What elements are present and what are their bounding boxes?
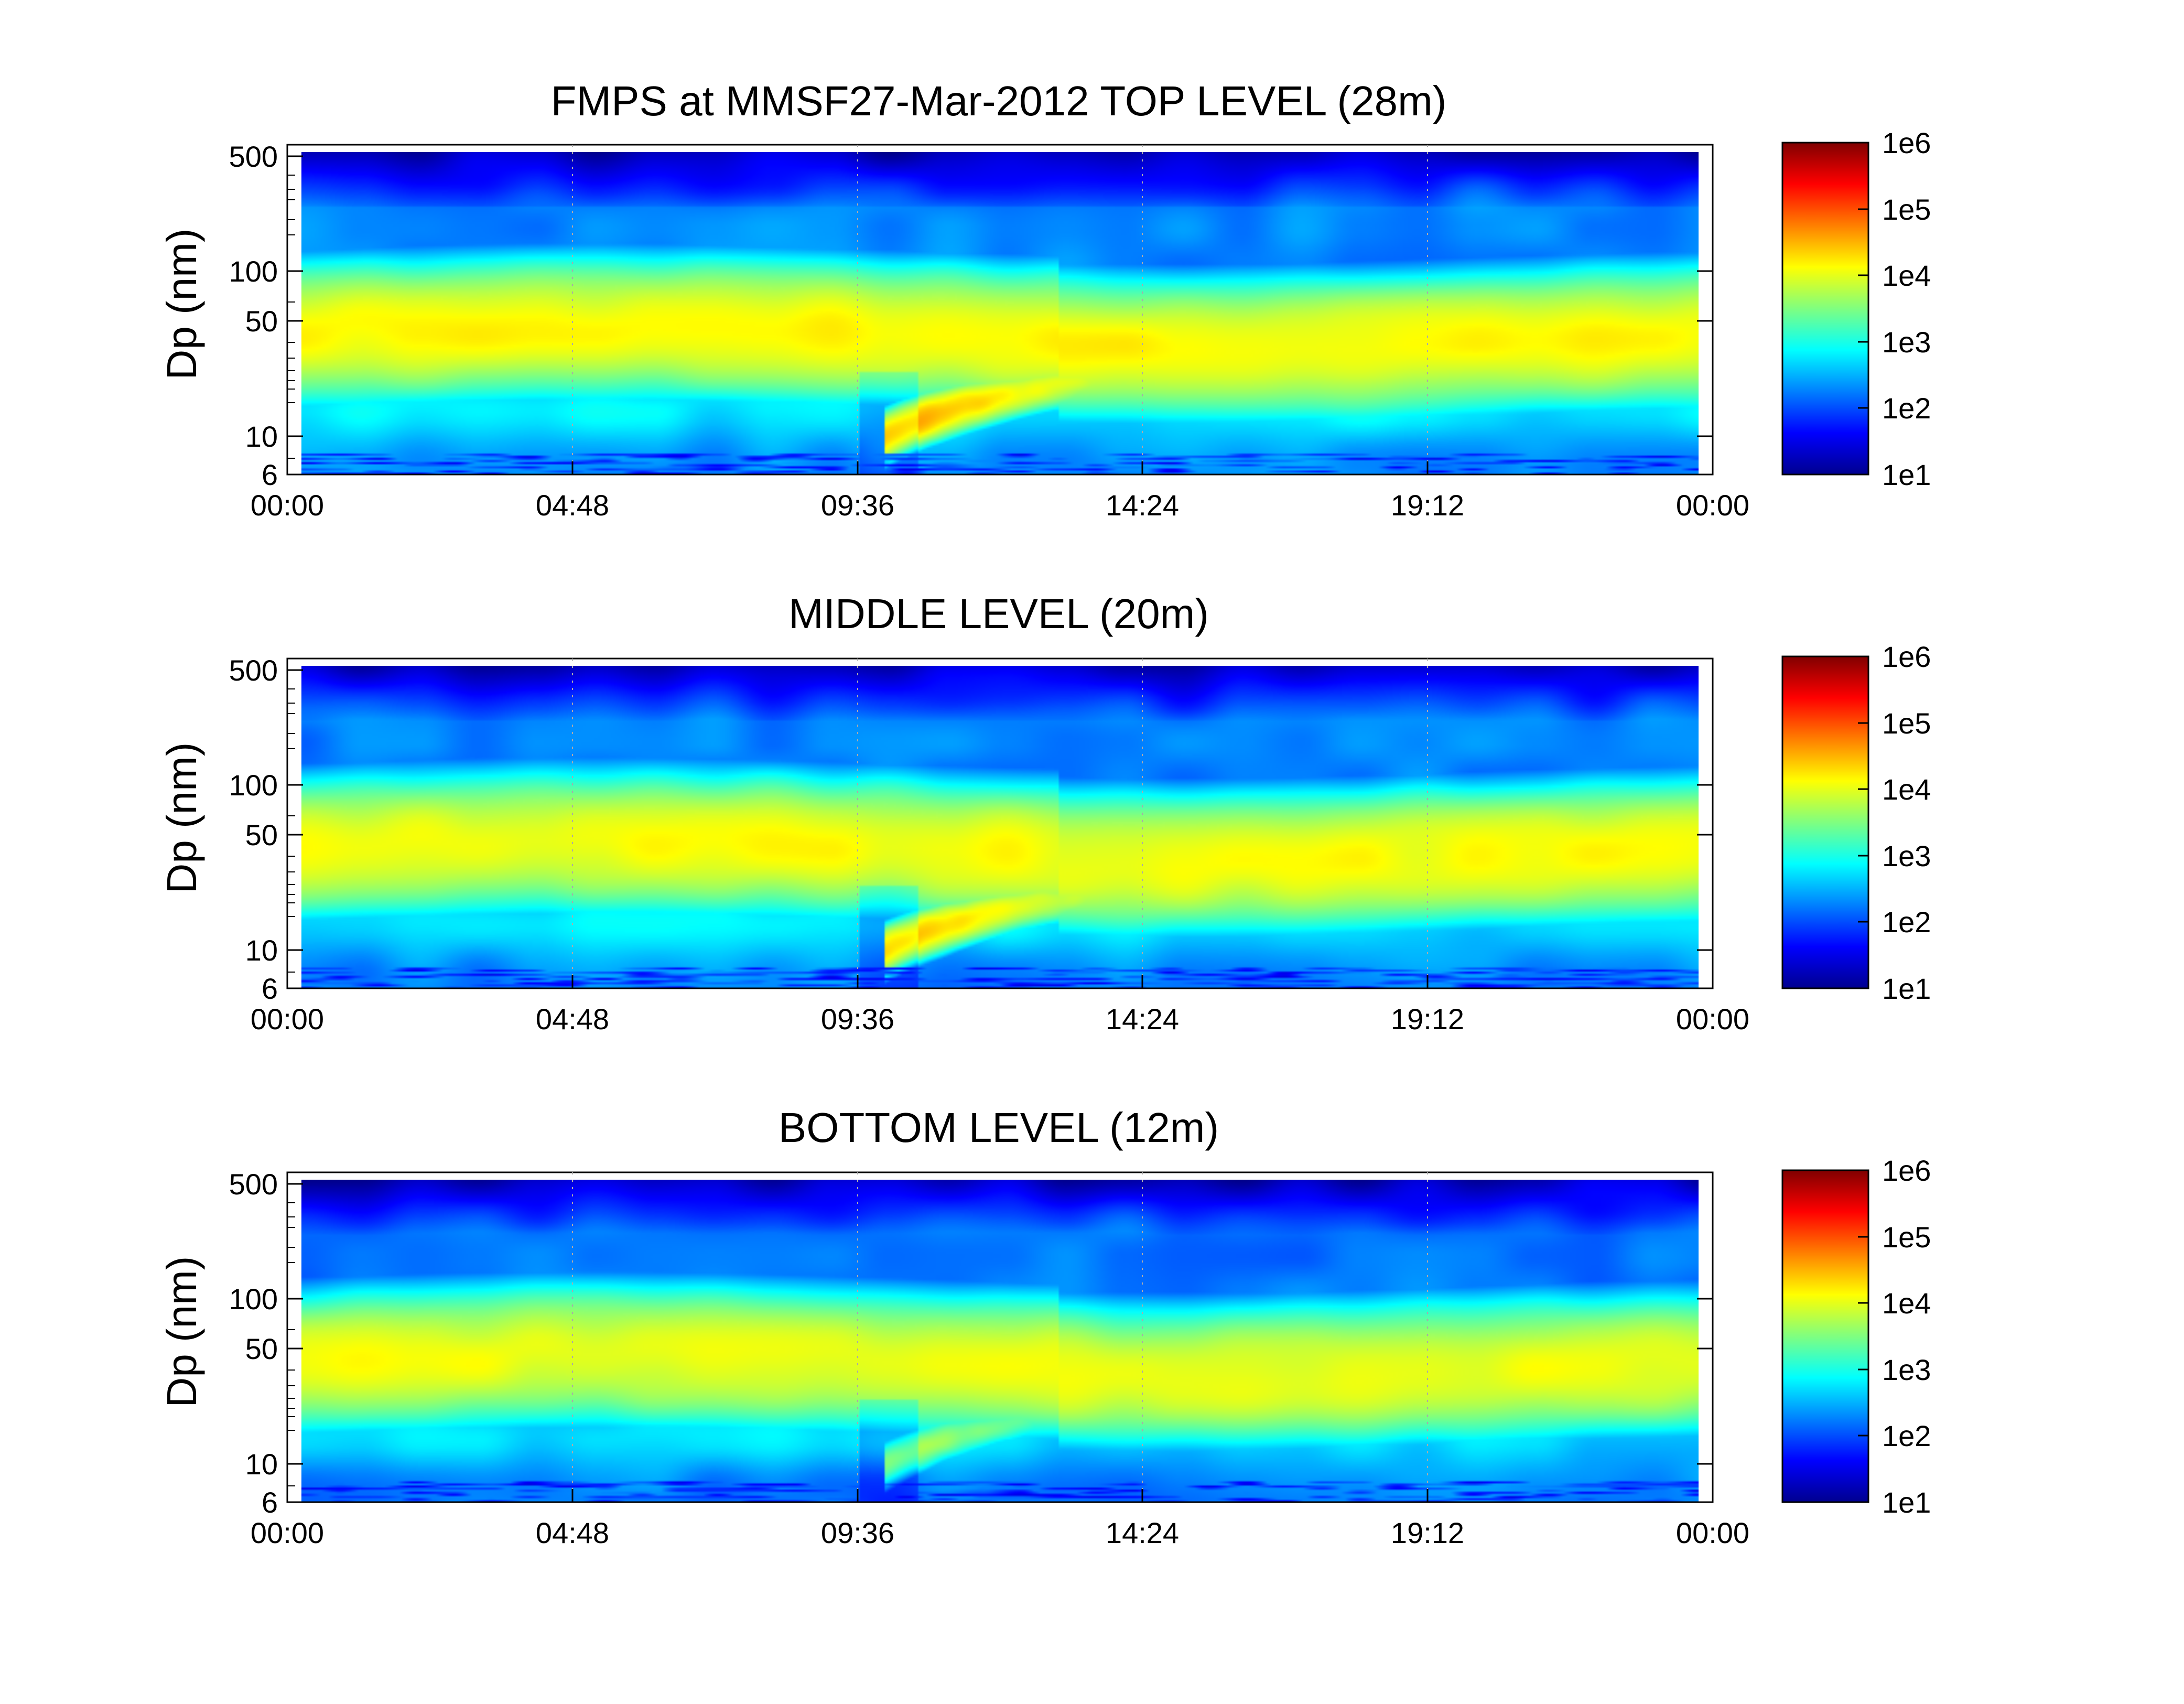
heatmap-canvas xyxy=(301,666,1699,988)
y-axis-ticks xyxy=(287,669,1713,989)
x-tick-label: 00:00 xyxy=(251,489,324,522)
x-tick-label: 04:48 xyxy=(536,1516,609,1549)
y-tick-label: 10 xyxy=(245,420,278,453)
colorbar: 1e6 1e5 1e4 1e3 1e2 1e1 xyxy=(1781,126,1931,491)
colorbar-tick-label: 1e6 xyxy=(1882,640,1931,673)
x-tick-label: 00:00 xyxy=(251,1516,324,1549)
colorbar-tick-label: 1e6 xyxy=(1882,1154,1931,1187)
colorbar-gradient xyxy=(1781,142,1869,476)
colorbar-tick-label: 1e5 xyxy=(1882,193,1931,226)
y-tick-label: 6 xyxy=(262,458,278,491)
heatmap-canvas xyxy=(301,152,1699,474)
x-tick-labels: 00:00 04:48 09:36 14:24 19:12 00:00 xyxy=(251,1516,1749,1549)
x-tick-label: 04:48 xyxy=(536,1002,609,1036)
plot-frame xyxy=(286,144,1714,476)
colorbar-tick-label: 1e6 xyxy=(1882,126,1931,159)
chart-panel-top: FMPS at MMSF27-Mar-2012 TOP LEVEL (28m) … xyxy=(158,78,1931,522)
x-tick-label: 19:12 xyxy=(1391,489,1464,522)
x-tick-label: 00:00 xyxy=(251,1002,324,1036)
chart-panel-middle: MIDDLE LEVEL (20m) Dp (nm) xyxy=(158,590,1931,1036)
y-tick-label: 100 xyxy=(229,255,278,288)
y-tick-label: 100 xyxy=(229,1282,278,1315)
y-tick-label: 6 xyxy=(262,1486,278,1519)
y-axis-ticks xyxy=(287,1183,1713,1503)
colorbar-tick-label: 1e4 xyxy=(1882,1287,1931,1320)
x-tick-label: 09:36 xyxy=(821,1516,894,1549)
colorbar-tick-label: 1e2 xyxy=(1882,1419,1931,1452)
x-tick-label: 09:36 xyxy=(821,1002,894,1036)
colorbar-tick-label: 1e3 xyxy=(1882,326,1931,359)
colorbar-gradient xyxy=(1781,1169,1869,1503)
colorbar-tick-label: 1e5 xyxy=(1882,1221,1931,1254)
chart-title: MIDDLE LEVEL (20m) xyxy=(788,590,1209,637)
y-axis-ticks xyxy=(287,155,1713,476)
y-axis-minor-ticks xyxy=(287,175,295,459)
x-tick-label: 14:24 xyxy=(1106,489,1179,522)
y-tick-label: 6 xyxy=(262,972,278,1005)
x-tick-label: 04:48 xyxy=(536,489,609,522)
y-axis-label: Dp (nm) xyxy=(158,229,205,380)
colorbar-tick-label: 1e1 xyxy=(1882,458,1931,491)
x-tick-label: 00:00 xyxy=(1676,1516,1749,1549)
x-tick-labels: 00:00 04:48 09:36 14:24 19:12 00:00 xyxy=(251,1002,1749,1036)
chart-panel-bottom: BOTTOM LEVEL (12m) Dp (nm) xyxy=(158,1104,1931,1549)
x-tick-label: 19:12 xyxy=(1391,1002,1464,1036)
y-tick-labels: 500 100 50 10 6 xyxy=(229,1168,278,1519)
y-axis-label: Dp (nm) xyxy=(158,1256,205,1408)
heatmap-plot-area xyxy=(301,152,1699,474)
colorbar-tick-label: 1e3 xyxy=(1882,839,1931,872)
colorbar-tick-label: 1e4 xyxy=(1882,259,1931,292)
colorbar-gradient xyxy=(1781,655,1869,989)
y-axis-minor-ticks xyxy=(287,1202,295,1486)
x-tick-label: 00:00 xyxy=(1676,489,1749,522)
colorbar-tick-label: 1e1 xyxy=(1882,972,1931,1005)
y-tick-label: 10 xyxy=(245,934,278,967)
plot-frame xyxy=(286,1171,1714,1503)
y-tick-label: 50 xyxy=(245,305,278,338)
colorbar-tick-label: 1e1 xyxy=(1882,1486,1931,1519)
colorbar: 1e6 1e5 1e4 1e3 1e2 1e1 xyxy=(1781,1154,1931,1519)
x-axis-ticks xyxy=(571,461,1429,474)
plot-frame xyxy=(286,657,1714,989)
chart-title: BOTTOM LEVEL (12m) xyxy=(779,1104,1219,1151)
y-axis-minor-ticks xyxy=(287,688,295,973)
heatmap-canvas xyxy=(301,1180,1699,1502)
y-tick-label: 50 xyxy=(245,818,278,851)
colorbar-tick-label: 1e2 xyxy=(1882,392,1931,425)
y-tick-label: 500 xyxy=(229,1168,278,1201)
y-tick-label: 100 xyxy=(229,769,278,802)
colorbar-tick-label: 1e3 xyxy=(1882,1353,1931,1386)
y-tick-labels: 500 100 50 10 6 xyxy=(229,654,278,1005)
y-tick-label: 50 xyxy=(245,1332,278,1365)
colorbar-tick-label: 1e5 xyxy=(1882,707,1931,740)
y-tick-labels: 500 100 50 10 6 xyxy=(229,140,278,491)
x-tick-label: 00:00 xyxy=(1676,1002,1749,1036)
x-axis-ticks xyxy=(571,975,1429,988)
chart-title: FMPS at MMSF27-Mar-2012 TOP LEVEL (28m) xyxy=(551,78,1447,124)
x-tick-label: 19:12 xyxy=(1391,1516,1464,1549)
x-tick-label: 14:24 xyxy=(1106,1516,1179,1549)
x-tick-label: 14:24 xyxy=(1106,1002,1179,1036)
colorbar: 1e6 1e5 1e4 1e3 1e2 1e1 xyxy=(1781,640,1931,1005)
heatmap-plot-area xyxy=(301,666,1699,988)
x-tick-labels: 00:00 04:48 09:36 14:24 19:12 00:00 xyxy=(251,489,1749,522)
heatmap-plot-area xyxy=(301,1180,1699,1502)
y-tick-label: 500 xyxy=(229,654,278,687)
x-axis-ticks xyxy=(571,1489,1429,1502)
y-tick-label: 500 xyxy=(229,140,278,173)
colorbar-tick-label: 1e4 xyxy=(1882,773,1931,806)
y-axis-label: Dp (nm) xyxy=(158,742,205,894)
x-tick-label: 09:36 xyxy=(821,489,894,522)
colorbar-tick-label: 1e2 xyxy=(1882,905,1931,939)
y-tick-label: 10 xyxy=(245,1448,278,1481)
